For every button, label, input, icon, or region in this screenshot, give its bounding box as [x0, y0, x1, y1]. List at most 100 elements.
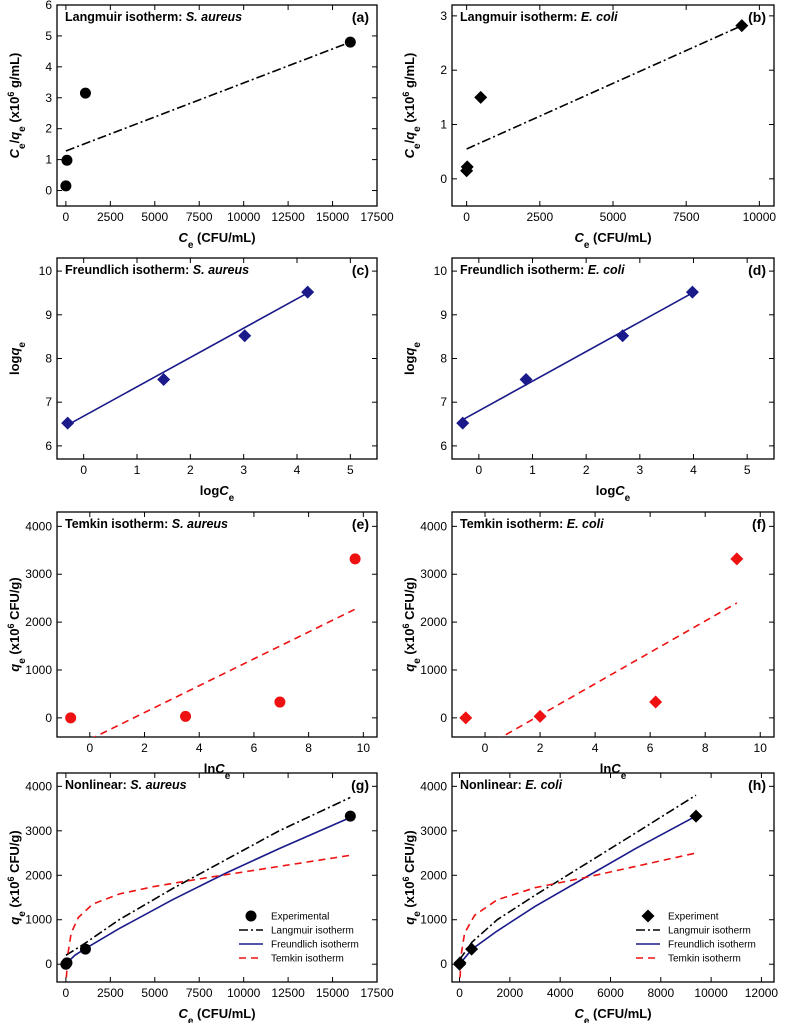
panel-letter: (g): [351, 777, 369, 793]
data-point: [157, 372, 171, 386]
y-axis-label: logqe: [7, 342, 28, 375]
x-tick-label: 17500: [360, 986, 394, 1000]
y-tick-label: 2: [45, 122, 52, 136]
plot-frame: [56, 257, 378, 460]
y-axis-label: Ce/qe (x106 g/mL): [6, 53, 28, 159]
x-axis-label: Ce (CFU/mL): [178, 230, 255, 251]
x-tick-label: 17500: [360, 210, 394, 224]
y-tick-label: 3000: [420, 824, 447, 838]
x-tick-label: 4: [592, 741, 599, 755]
x-tick-label: 8000: [647, 986, 674, 1000]
y-tick-label: 6: [45, 439, 52, 453]
plot-area: [456, 285, 699, 430]
x-tick-label: 4: [690, 463, 697, 477]
data-point: [689, 809, 703, 823]
y-tick-label: 3000: [420, 567, 447, 581]
x-tick-label: 2: [583, 463, 590, 477]
data-point: [61, 957, 73, 969]
x-tick-label: 7500: [673, 210, 700, 224]
y-tick-label: 2000: [420, 868, 447, 882]
y-tick-label: 4000: [420, 519, 447, 533]
y-axis-label: qe (x106 CFU/g): [6, 830, 28, 924]
data-point: [180, 710, 192, 722]
y-tick-label: 1000: [25, 663, 52, 677]
fit-line: [466, 24, 743, 150]
fit-line: [92, 608, 356, 737]
y-tick-label: 8: [440, 352, 447, 366]
y-tick-label: 5: [45, 29, 52, 43]
series-line: [459, 852, 697, 978]
plot-area: [60, 796, 356, 978]
panel-letter: (h): [748, 777, 766, 793]
x-tick-label: 0: [63, 986, 70, 1000]
y-tick-label: 3000: [25, 567, 52, 581]
legend-entry: Temkin isotherm: [271, 954, 344, 965]
x-axis-label: logCe: [200, 483, 235, 504]
y-tick-label: 3: [440, 9, 447, 23]
data-point: [459, 711, 473, 725]
data-point: [519, 372, 533, 386]
data-point: [238, 329, 252, 343]
y-tick-label: 8: [45, 352, 52, 366]
x-tick-label: 0: [475, 463, 482, 477]
plot-area: [60, 36, 356, 192]
legend: Experimental Langmuir isotherm Freundlich …: [239, 910, 359, 965]
x-tick-label: 6000: [597, 986, 624, 1000]
x-tick-label: 8: [702, 741, 709, 755]
y-tick-label: 0: [45, 957, 52, 971]
x-tick-label: 10000: [694, 986, 728, 1000]
legend-entry: Experimental: [271, 912, 329, 923]
x-tick-label: 15000: [316, 210, 350, 224]
panel-letter: (f): [752, 516, 766, 532]
y-tick-label: 0: [440, 172, 447, 186]
y-tick-label: 3: [45, 91, 52, 105]
x-tick-label: 1: [529, 463, 536, 477]
plot-frame: [56, 511, 378, 738]
chart-panel-f: 0 2 4 6 8 10 0 1000 2000 3000 4000 lnCe qe (x106 CFU…: [401, 511, 775, 782]
series-line: [65, 816, 351, 965]
data-point: [79, 87, 91, 99]
plot-area: [459, 552, 744, 737]
x-tick-label: 12000: [745, 986, 779, 1000]
x-tick-label: 0: [80, 463, 87, 477]
panel-title: Freundlich isotherm: E. coli: [460, 263, 625, 277]
x-tick-label: 10: [754, 741, 768, 755]
x-tick-label: 0: [463, 210, 470, 224]
panel-letter: (d): [748, 262, 766, 278]
x-axis-label: Ce (CFU/mL): [574, 230, 651, 251]
data-point: [649, 695, 663, 709]
data-point: [65, 712, 77, 724]
y-tick-label: 9: [440, 308, 447, 322]
panel-title: Nonlinear: S. aureus: [65, 778, 187, 792]
panel-letter: (e): [352, 516, 369, 532]
x-tick-label: 2: [187, 463, 194, 477]
y-tick-label: 1: [45, 153, 52, 167]
legend-entry: Freundlich isotherm: [271, 940, 359, 951]
x-tick-label: 2500: [97, 986, 124, 1000]
legend: Experiment Langmuir isotherm Freundlich is…: [636, 909, 756, 965]
data-point: [730, 552, 744, 566]
x-tick-label: 3: [240, 463, 247, 477]
y-axis-label: logqe: [402, 342, 423, 375]
x-tick-label: 5000: [141, 210, 168, 224]
y-tick-label: 10: [39, 264, 53, 278]
panel-letter: (c): [352, 262, 369, 278]
x-tick-label: 5000: [600, 210, 627, 224]
fit-line: [65, 41, 351, 152]
y-tick-label: 0: [45, 711, 52, 725]
legend-entry: Langmuir isotherm: [271, 926, 354, 937]
y-tick-label: 1000: [25, 913, 52, 927]
plot-frame: [56, 772, 378, 983]
y-tick-label: 4000: [25, 519, 52, 533]
chart-panel-h: 0 2000 4000 6000 8000 10000 12000 0 1000 2000 3000…: [401, 772, 779, 1027]
x-tick-label: 10: [357, 741, 371, 755]
y-tick-label: 2000: [25, 615, 52, 629]
y-tick-label: 9: [45, 308, 52, 322]
x-tick-label: 1: [134, 463, 141, 477]
legend-entry: Temkin isotherm: [668, 954, 741, 965]
y-tick-label: 4: [45, 60, 52, 74]
y-axis-label: Ce/qe (x106 g/mL): [401, 53, 423, 159]
y-tick-label: 4000: [25, 779, 52, 793]
